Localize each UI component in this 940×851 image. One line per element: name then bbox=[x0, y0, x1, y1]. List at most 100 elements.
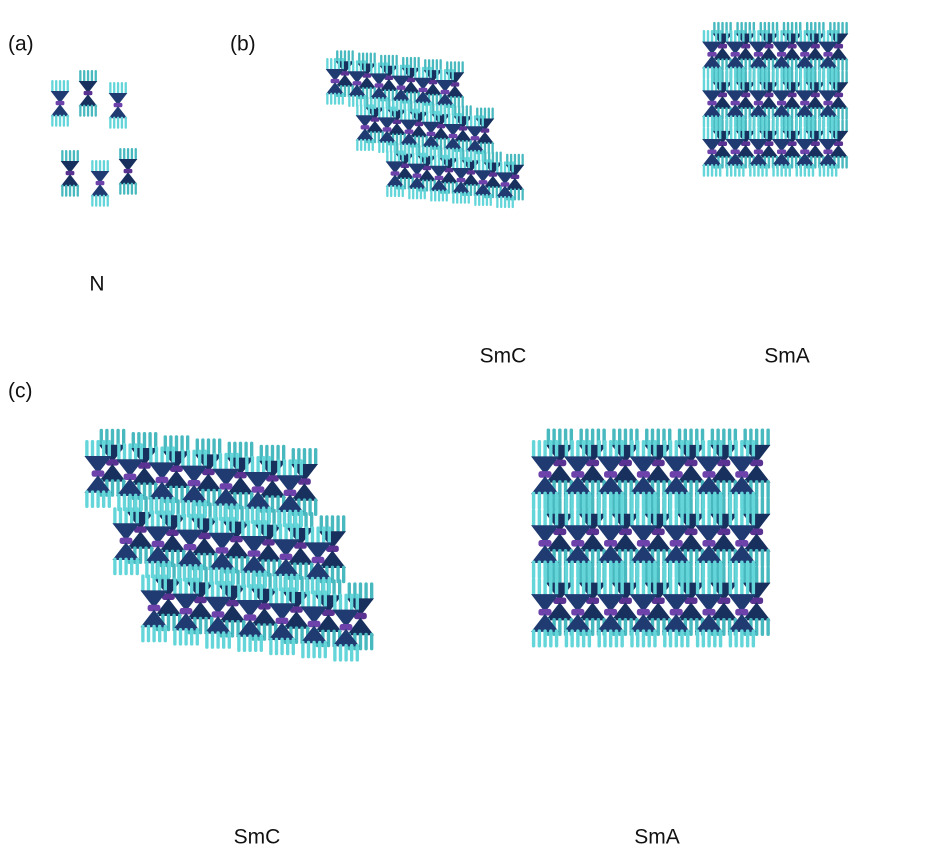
ring bbox=[426, 131, 436, 137]
cone bbox=[702, 104, 722, 117]
alkyl-chain bbox=[663, 629, 667, 648]
alkyl-chain bbox=[181, 500, 185, 518]
alkyl-chain bbox=[742, 66, 745, 80]
ring bbox=[717, 92, 728, 98]
cone bbox=[369, 73, 389, 86]
cone bbox=[443, 124, 463, 137]
alkyl-chain bbox=[807, 78, 811, 92]
ring bbox=[83, 90, 93, 96]
alkyl-chain bbox=[766, 566, 770, 585]
alkyl-chain bbox=[814, 107, 817, 120]
alkyl-chain bbox=[751, 560, 756, 579]
cone bbox=[250, 608, 278, 626]
alkyl-chain bbox=[272, 559, 276, 577]
alkyl-chain bbox=[216, 580, 220, 599]
cone bbox=[176, 548, 204, 567]
alkyl-chain bbox=[587, 629, 592, 648]
cone bbox=[828, 96, 849, 109]
alkyl-chain bbox=[845, 155, 848, 169]
cone bbox=[318, 531, 346, 549]
ring bbox=[764, 141, 774, 146]
cone bbox=[240, 536, 268, 554]
alkyl-chain bbox=[734, 508, 738, 527]
molecule bbox=[596, 577, 625, 648]
cone bbox=[108, 93, 128, 106]
alkyl-chain bbox=[738, 30, 741, 43]
molecule bbox=[204, 580, 232, 649]
ring bbox=[311, 556, 325, 564]
alkyl-chain bbox=[757, 30, 760, 43]
cone bbox=[439, 171, 459, 184]
alkyl-chain bbox=[459, 157, 463, 170]
alkyl-chain bbox=[202, 552, 207, 571]
alkyl-chain bbox=[653, 577, 657, 596]
alkyl-chain bbox=[443, 137, 446, 150]
alkyl-chain bbox=[767, 58, 771, 72]
ring bbox=[684, 597, 698, 604]
ring bbox=[290, 606, 303, 613]
cone bbox=[244, 472, 272, 490]
molecule bbox=[771, 78, 792, 129]
alkyl-chain bbox=[302, 448, 307, 466]
alkyl-chain bbox=[620, 440, 624, 459]
cone bbox=[112, 542, 140, 560]
alkyl-chain bbox=[386, 185, 389, 198]
alkyl-chain bbox=[299, 459, 303, 477]
alkyl-chain bbox=[725, 78, 729, 92]
alkyl-chain bbox=[110, 479, 115, 497]
alkyl-chain bbox=[803, 127, 807, 141]
alkyl-chain bbox=[570, 440, 574, 459]
alkyl-chain bbox=[753, 127, 756, 141]
alkyl-chain bbox=[710, 78, 714, 92]
cone bbox=[662, 476, 691, 495]
alkyl-chain bbox=[177, 513, 181, 532]
alkyl-chain bbox=[456, 157, 459, 170]
alkyl-chain bbox=[323, 590, 327, 608]
alkyl-chain bbox=[531, 577, 536, 596]
cone bbox=[828, 33, 849, 47]
alkyl-chain bbox=[437, 154, 441, 167]
cone bbox=[50, 91, 70, 104]
alkyl-chain bbox=[795, 78, 798, 92]
alkyl-chain bbox=[485, 193, 489, 206]
alkyl-chain bbox=[788, 78, 791, 92]
cone bbox=[162, 470, 190, 488]
alkyl-chain bbox=[58, 114, 62, 127]
alkyl-chain bbox=[330, 565, 335, 584]
cone bbox=[240, 555, 268, 573]
alkyl-chain bbox=[459, 191, 463, 204]
alkyl-chain bbox=[570, 491, 574, 510]
alkyl-chain bbox=[330, 92, 333, 105]
alkyl-chain bbox=[734, 440, 738, 459]
alkyl-chain bbox=[205, 631, 209, 649]
cone bbox=[545, 533, 574, 552]
alkyl-chain bbox=[396, 99, 399, 112]
alkyl-chain bbox=[740, 560, 744, 579]
alkyl-chain bbox=[96, 440, 100, 458]
alkyl-chain bbox=[590, 497, 595, 516]
ring bbox=[194, 596, 207, 604]
alkyl-chain bbox=[623, 617, 628, 636]
alkyl-chain bbox=[570, 629, 574, 648]
alkyl-chain bbox=[663, 508, 667, 527]
molecule bbox=[465, 115, 485, 162]
alkyl-chain bbox=[208, 502, 212, 520]
cone bbox=[805, 96, 826, 109]
cone bbox=[695, 613, 723, 632]
alkyl-chain bbox=[226, 516, 230, 535]
cone bbox=[702, 41, 722, 55]
alkyl-chain bbox=[714, 78, 718, 92]
cone bbox=[413, 91, 433, 104]
alkyl-chain bbox=[766, 497, 770, 516]
alkyl-chain bbox=[803, 66, 807, 80]
alkyl-chain bbox=[55, 80, 58, 93]
alkyl-chain bbox=[656, 549, 660, 568]
alkyl-chain bbox=[537, 440, 542, 459]
alkyl-chain bbox=[382, 141, 385, 154]
alkyl-chain bbox=[790, 119, 794, 133]
alkyl-chain bbox=[117, 493, 121, 512]
molecule bbox=[531, 577, 559, 648]
alkyl-chain bbox=[413, 91, 416, 104]
alkyl-chain bbox=[695, 440, 700, 459]
ring bbox=[155, 476, 169, 484]
